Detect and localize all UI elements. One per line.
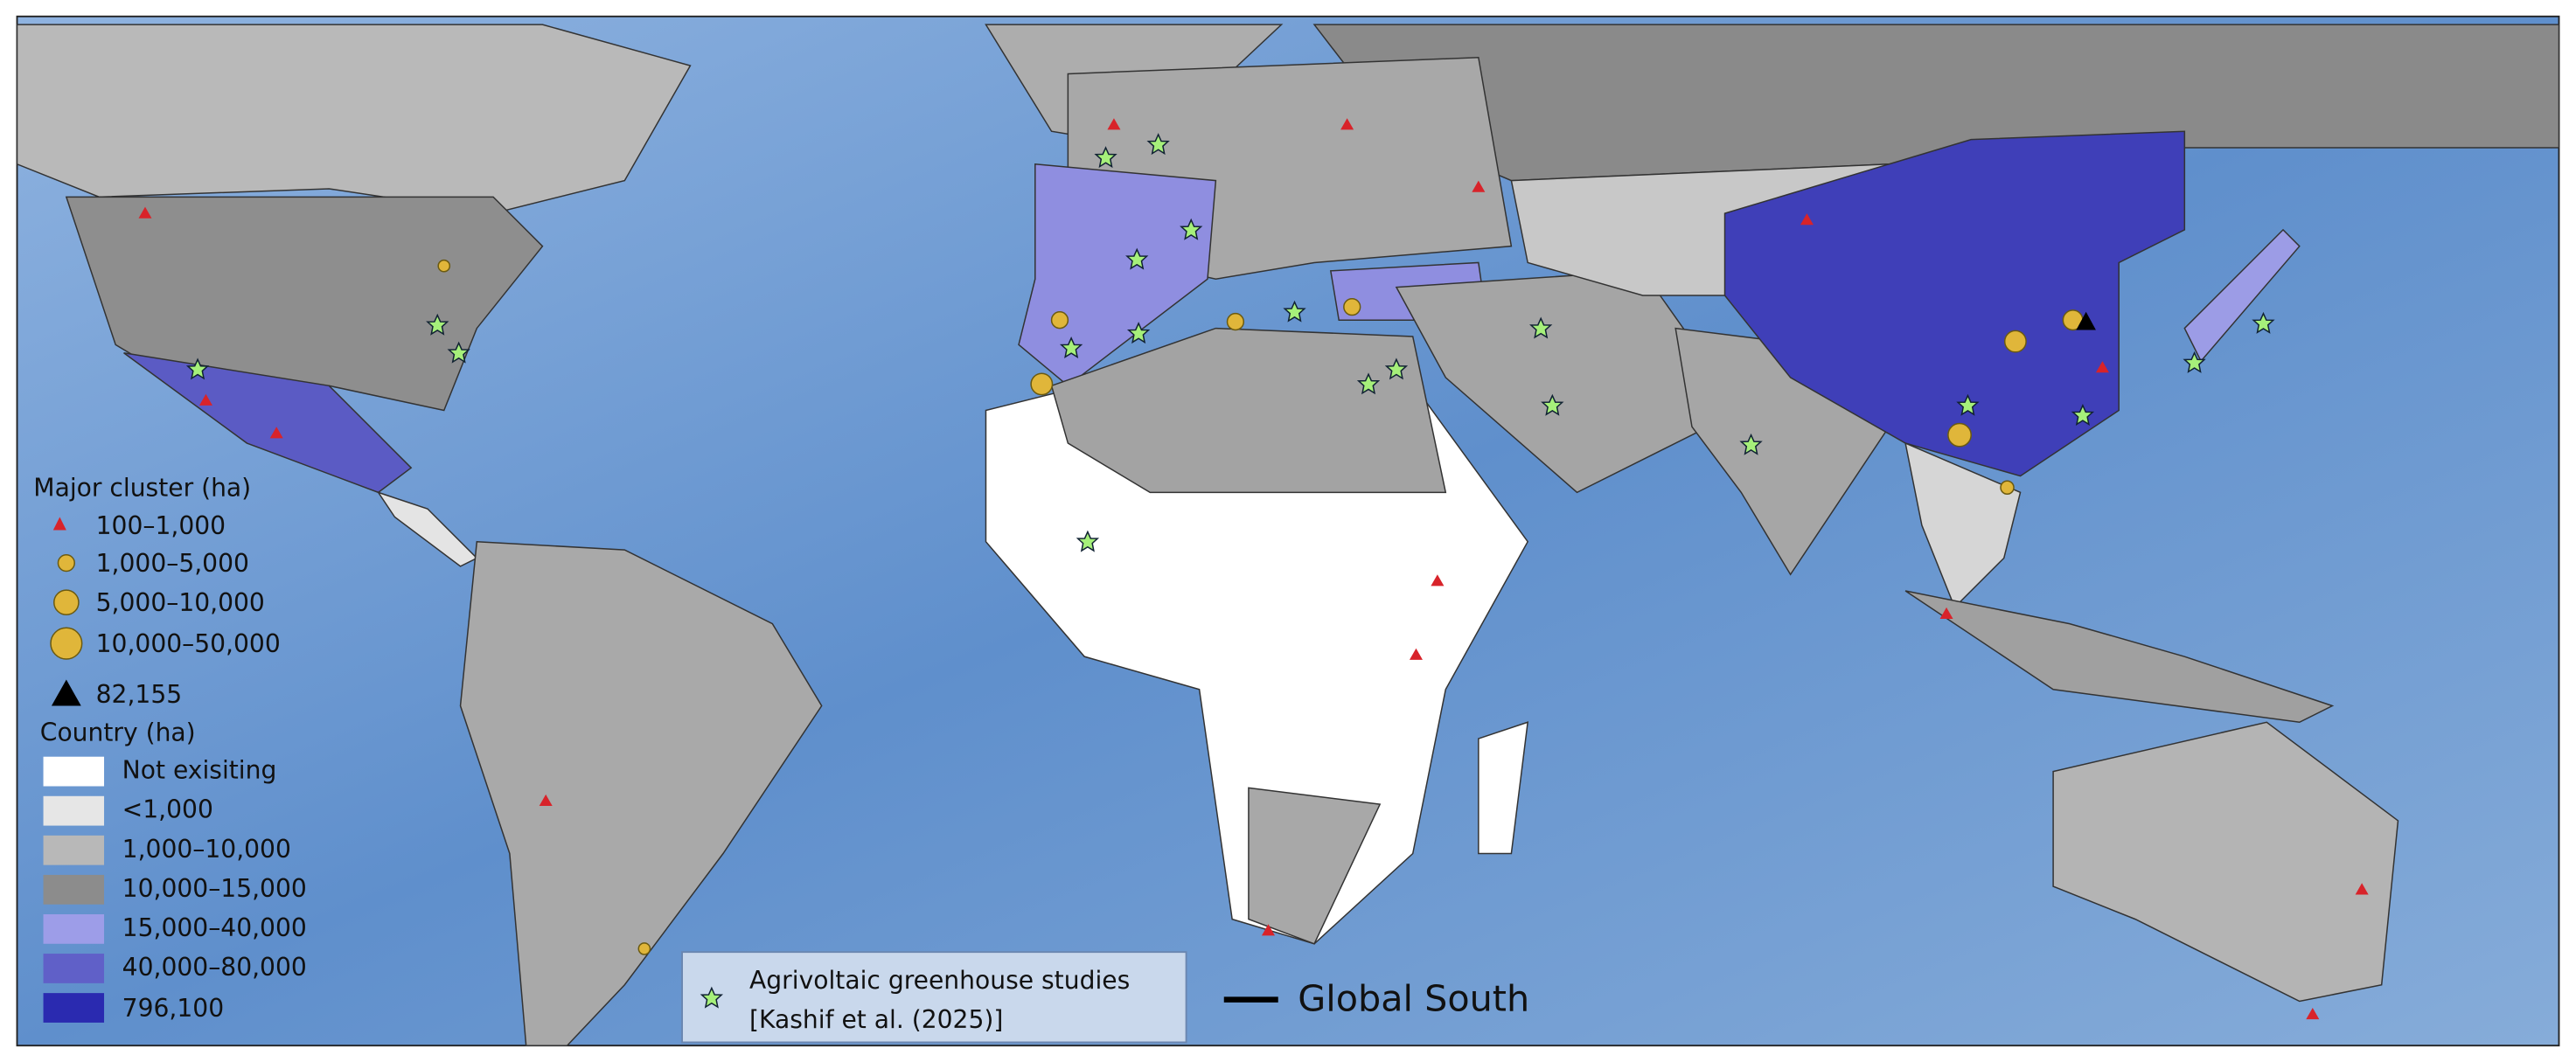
- cluster-large: [2003, 330, 2027, 353]
- global-south-label: Global South: [1298, 978, 1529, 1020]
- studies-label: Agrivoltaic greenhouse studies: [749, 966, 1130, 995]
- legend-title: Country (ha): [40, 718, 196, 746]
- legend-label: 10,000–50,000: [96, 629, 281, 658]
- cluster-small: [269, 427, 283, 439]
- cluster-small: [539, 794, 553, 807]
- studies-box: [681, 951, 1187, 1044]
- north-africa: [1050, 327, 1447, 494]
- legend-label: 1,000–10,000: [122, 835, 291, 864]
- cluster-medium: [1226, 312, 1245, 331]
- cluster-small: [2095, 361, 2109, 373]
- china: [1723, 130, 2186, 477]
- cluster-medium: [1343, 298, 1361, 316]
- mexico: [123, 352, 413, 494]
- legend-swatch: [43, 993, 105, 1023]
- cluster-small: [1431, 574, 1445, 587]
- legend-swatch: [43, 756, 105, 787]
- legend-swatch: [43, 954, 105, 983]
- studies-legend: Agrivoltaic greenhouse studies [Kashif e…: [681, 951, 1187, 1044]
- cluster-small: [1107, 118, 1121, 130]
- legend-label: 100–1,000: [96, 511, 226, 540]
- cluster-medium: [1050, 311, 1069, 330]
- cluster-small: [1800, 213, 1814, 226]
- cluster-small: [2306, 1008, 2320, 1020]
- legend-label: 5,000–10,000: [96, 588, 265, 617]
- legend-swatch: [43, 874, 105, 905]
- legend-symbol: [50, 627, 83, 660]
- legend-label: 15,000–40,000: [122, 913, 307, 942]
- countries: [16, 24, 2560, 1046]
- cluster-small: [1472, 180, 1486, 192]
- cluster-small: [1261, 924, 1275, 936]
- cluster-medium: [437, 259, 451, 273]
- legend-swatch: [43, 835, 105, 865]
- central-america: [376, 490, 478, 567]
- legend-label: 10,000–15,000: [122, 874, 307, 903]
- cluster-small: [198, 393, 212, 406]
- legend-symbol: [52, 517, 66, 531]
- australia: [2052, 721, 2399, 1003]
- cluster-small: [138, 206, 152, 219]
- legend-title: Major cluster (ha): [33, 474, 251, 503]
- legend-symbol: [53, 589, 80, 616]
- legend-symbol: [57, 553, 75, 573]
- cluster-markers: [138, 118, 2369, 1020]
- legend-label: 796,100: [122, 994, 224, 1023]
- legend-swatch: [43, 795, 105, 826]
- cluster-medium: [637, 942, 651, 955]
- cluster-medium: [2000, 480, 2015, 495]
- legend-label: Not exisiting: [122, 756, 277, 785]
- legend-label: 82,155: [96, 680, 183, 709]
- legend-label: 1,000–5,000: [96, 549, 249, 578]
- cluster-largest: [2076, 311, 2096, 330]
- madagascar: [1478, 721, 1529, 855]
- legend-symbol: [51, 679, 81, 706]
- legend-label: 40,000–80,000: [122, 953, 307, 982]
- south-america: [459, 540, 823, 1046]
- legend-swatch: [43, 913, 105, 944]
- studies-citation: [Kashif et al. (2025)]: [749, 1005, 1003, 1034]
- legend-label: <1,000: [122, 795, 213, 824]
- cluster-small: [1409, 648, 1423, 660]
- cluster-large: [1947, 422, 1972, 448]
- cluster-small: [2355, 883, 2369, 895]
- japan: [2183, 228, 2301, 363]
- south-africa: [1248, 787, 1382, 945]
- cluster-small: [1939, 607, 1953, 619]
- canada: [16, 24, 692, 214]
- legend: Major cluster (ha) 100–1,000 1,000–5,000…: [33, 474, 307, 1023]
- cluster-large: [1030, 372, 1054, 396]
- cluster-small: [1340, 118, 1354, 130]
- indonesia: [1904, 590, 2335, 724]
